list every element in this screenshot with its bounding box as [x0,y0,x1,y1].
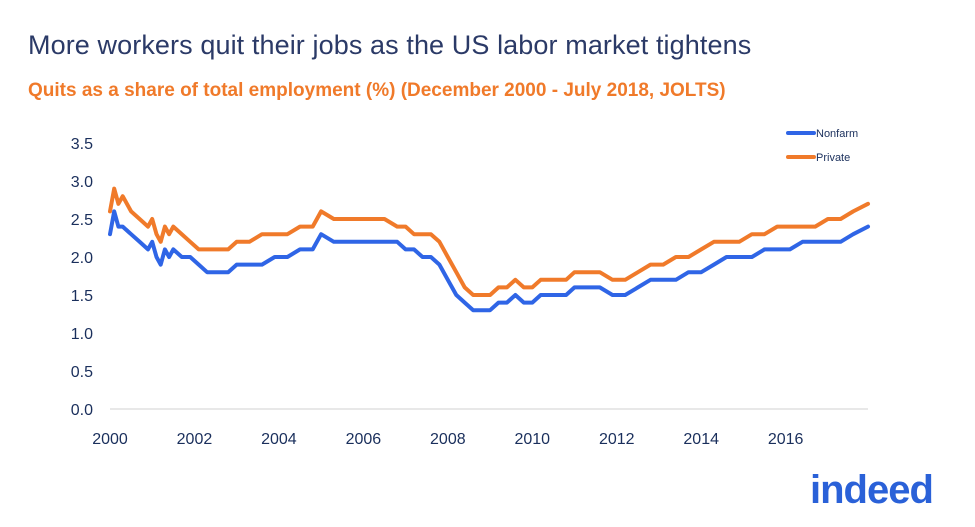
y-tick-label: 3.0 [71,174,93,191]
x-axis: 2000 2002 2004 2006 2008 2010 2012 2014 2016 [92,408,868,448]
chart-title: More workers quit their jobs as the US l… [28,30,752,60]
chart-subtitle: Quits as a share of total employment (%)… [28,80,726,101]
x-tick-label: 2008 [430,431,466,448]
x-tick-label: 2000 [92,431,128,448]
x-tick-label: 2002 [177,431,213,448]
y-tick-label: 1.0 [71,326,93,343]
y-tick-label: 3.5 [71,136,93,153]
x-tick-label: 2004 [261,431,297,448]
x-tick-label: 2014 [683,431,719,448]
legend-label-nonfarm: Nonfarm [816,128,858,140]
y-tick-label: 2.5 [71,212,93,229]
y-tick-label: 1.5 [71,288,93,305]
x-tick-label: 2010 [514,431,550,448]
series-line-private [108,186,870,297]
series-line-nonfarm [108,209,870,313]
x-tick-label: 2006 [346,431,382,448]
series-layer [108,186,870,313]
indeed-logo: indeed [810,468,934,512]
y-tick-label: 2.0 [71,250,93,267]
legend: Nonfarm Private [786,128,858,164]
legend-label-private: Private [816,152,850,164]
x-tick-label: 2016 [768,431,804,448]
y-tick-label: 0.0 [71,402,93,419]
y-axis: 0.0 0.5 1.0 1.5 2.0 2.5 3.0 3.5 [71,136,93,419]
x-tick-label: 2012 [599,431,635,448]
y-tick-label: 0.5 [71,364,93,381]
